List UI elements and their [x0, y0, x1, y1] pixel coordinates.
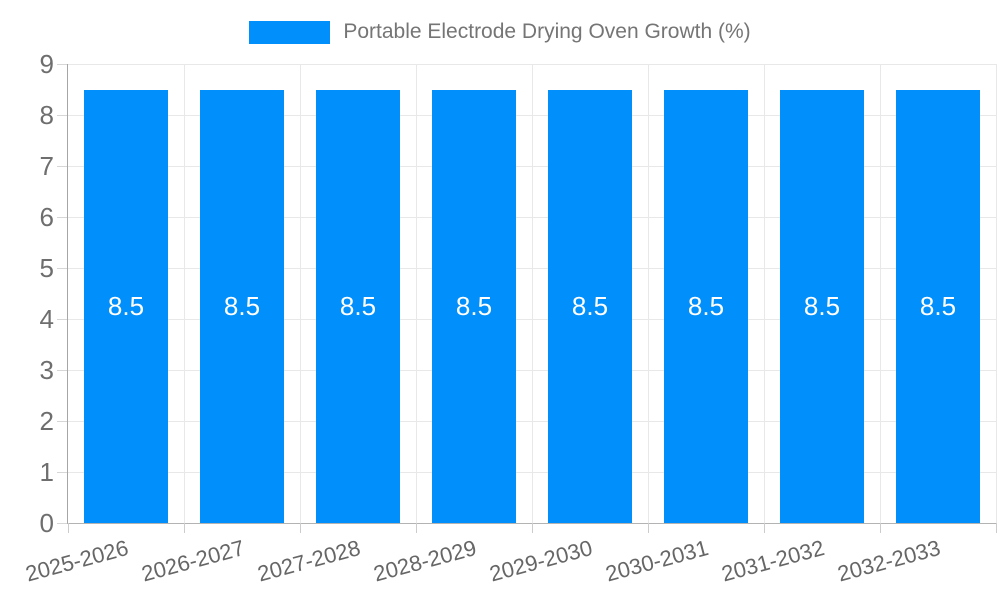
x-tick	[415, 523, 417, 533]
y-tick-label: 2	[39, 406, 54, 436]
bar-value-label: 8.5	[571, 290, 609, 321]
y-tick	[57, 369, 67, 371]
v-gridline	[647, 64, 649, 523]
legend-label: Portable Electrode Drying Oven Growth (%…	[343, 20, 751, 43]
y-tick-label: 5	[39, 253, 54, 283]
bar-value-label: 8.5	[107, 290, 145, 321]
y-tick	[57, 267, 67, 269]
y-tick	[57, 420, 67, 422]
bar: 8.5	[84, 89, 168, 523]
v-gridline	[299, 64, 301, 523]
bar-value-label: 8.5	[223, 290, 261, 321]
y-tick	[57, 522, 67, 524]
bar-value-label: 8.5	[687, 290, 725, 321]
v-gridline	[183, 64, 185, 523]
v-gridline	[763, 64, 765, 523]
y-tick-label: 1	[39, 457, 54, 487]
y-tick-label: 4	[39, 304, 54, 334]
x-tick	[299, 523, 301, 533]
bar-value-label: 8.5	[803, 290, 841, 321]
v-gridline	[531, 64, 533, 523]
bar: 8.5	[200, 89, 284, 523]
bar-value-label: 8.5	[455, 290, 493, 321]
y-tick-label: 0	[39, 508, 54, 538]
bar: 8.5	[432, 89, 516, 523]
bar: 8.5	[780, 89, 864, 523]
y-tick	[57, 471, 67, 473]
bar: 8.5	[316, 89, 400, 523]
x-tick	[67, 523, 69, 533]
x-tick	[647, 523, 649, 533]
v-gridline	[879, 64, 881, 523]
x-tick	[879, 523, 881, 533]
x-tick	[531, 523, 533, 533]
x-tick	[995, 523, 997, 533]
legend[interactable]: Portable Electrode Drying Oven Growth (%…	[0, 19, 1000, 45]
v-gridline	[995, 64, 997, 523]
bar-value-label: 8.5	[339, 290, 377, 321]
legend-swatch-icon	[249, 20, 331, 44]
y-tick-label: 6	[39, 202, 54, 232]
plot-area: 8.5 8.5 8.5 8.5 8.5 8.5 8.5 8.5	[57, 63, 997, 533]
y-tick	[57, 114, 67, 116]
y-tick-label: 3	[39, 355, 54, 385]
y-tick-label: 8	[39, 100, 54, 130]
bar: 8.5	[664, 89, 748, 523]
v-gridline	[415, 64, 417, 523]
bar-value-label: 8.5	[919, 290, 957, 321]
y-tick	[57, 63, 67, 65]
bar: 8.5	[548, 89, 632, 523]
x-tick	[183, 523, 185, 533]
x-tick	[763, 523, 765, 533]
y-tick	[57, 318, 67, 320]
y-tick	[57, 216, 67, 218]
bar: 8.5	[896, 89, 980, 523]
y-tick	[57, 165, 67, 167]
y-tick-label: 9	[39, 49, 54, 79]
y-tick-label: 7	[39, 151, 54, 181]
